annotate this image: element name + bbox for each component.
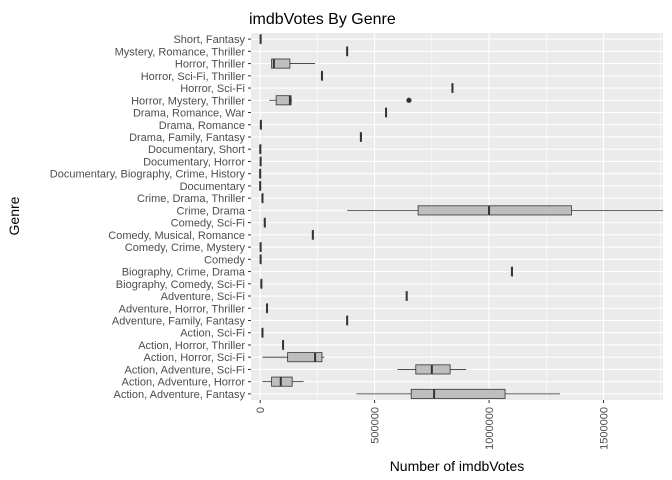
box-iqr [415, 364, 451, 375]
box-17 [259, 180, 262, 191]
y-tick-label: Comedy, Musical, Romance [108, 230, 245, 242]
box-13 [311, 229, 314, 240]
y-tick-label: Horror, Thriller [175, 59, 245, 71]
box-iqr [271, 376, 293, 387]
y-tick-label: Crime, Drama, Thriller [137, 193, 245, 205]
box-22 [259, 119, 262, 130]
y-tick-label: Action, Horror, Sci-Fi [144, 352, 245, 364]
y-axis-title: Genre [6, 196, 22, 235]
x-axis-ticks: 0 500000 1000000 1500000 [255, 400, 610, 450]
box-6 [346, 315, 349, 326]
box-2 [397, 364, 467, 375]
y-tick-label: Action, Adventure, Sci-Fi [125, 364, 245, 376]
outlier-point [406, 97, 412, 103]
box-29 [259, 34, 262, 45]
y-tick-label: Action, Horror, Thriller [138, 340, 245, 352]
box-26 [320, 70, 323, 81]
box-9 [260, 278, 263, 289]
y-tick-label: Action, Sci-Fi [180, 328, 245, 340]
y-tick-label: Adventure, Horror, Thriller [119, 303, 246, 315]
box-iqr [410, 388, 506, 399]
y-tick-label: Documentary [180, 181, 246, 193]
y-tick-label: Documentary, Short [148, 144, 245, 156]
box-3 [262, 352, 325, 363]
y-tick-label: Documentary, Biography, Crime, History [50, 169, 246, 181]
y-tick-label: Documentary, Horror [143, 156, 245, 168]
box-23 [385, 107, 388, 118]
y-tick-label: Action, Adventure, Horror [121, 377, 245, 389]
y-tick-label: Biography, Comedy, Sci-Fi [116, 279, 245, 291]
box-iqr [287, 352, 323, 363]
x-tick-label: 1000000 [484, 407, 496, 450]
box-iqr [275, 95, 292, 106]
box-21 [359, 131, 362, 142]
y-tick-label: Comedy [204, 254, 245, 266]
y-tick-label: Drama, Romance, War [133, 108, 245, 120]
x-axis-title: Number of imdbVotes [390, 458, 525, 474]
box-15 [347, 205, 663, 216]
box-28 [346, 46, 349, 57]
boxes [259, 34, 663, 399]
y-tick-label: Biography, Crime, Drama [122, 267, 246, 279]
box-10 [510, 266, 513, 277]
y-tick-label: Drama, Romance [159, 120, 245, 132]
y-tick-label: Comedy, Sci-Fi [171, 218, 245, 230]
box-19 [259, 156, 262, 167]
chart-title: imdbVotes By Genre [249, 11, 396, 28]
x-tick-label: 1500000 [598, 407, 610, 450]
box-0 [356, 388, 560, 399]
box-24 [269, 95, 412, 106]
box-11 [259, 254, 262, 265]
box-12 [259, 242, 262, 253]
y-tick-label: Adventure, Sci-Fi [161, 291, 245, 303]
box-20 [259, 144, 262, 155]
box-27 [271, 58, 316, 69]
plot-panel [251, 33, 663, 400]
x-tick-label: 0 [255, 407, 267, 413]
y-tick-label: Horror, Sci-Fi, Thriller [141, 71, 246, 83]
x-tick-label: 500000 [370, 407, 382, 444]
box-5 [261, 327, 264, 338]
box-1 [262, 376, 304, 387]
y-tick-label: Horror, Sci-Fi [180, 83, 245, 95]
y-tick-label: Mystery, Romance, Thriller [115, 46, 246, 58]
y-tick-label: Comedy, Crime, Mystery [125, 242, 246, 254]
box-4 [282, 339, 285, 350]
box-25 [451, 83, 454, 94]
y-tick-label: Action, Adventure, Fantasy [114, 389, 246, 401]
y-tick-label: Horror, Mystery, Thriller [131, 95, 245, 107]
y-tick-label: Crime, Drama [177, 205, 246, 217]
box-iqr [271, 58, 291, 69]
box-7 [266, 303, 269, 314]
box-16 [261, 193, 264, 204]
y-tick-label: Drama, Family, Fantasy [129, 132, 245, 144]
y-tick-label: Adventure, Family, Fantasy [112, 315, 246, 327]
box-14 [263, 217, 266, 228]
box-8 [405, 291, 408, 302]
box-iqr [417, 205, 572, 216]
box-18 [259, 168, 262, 179]
y-tick-label: Short, Fantasy [173, 34, 245, 46]
